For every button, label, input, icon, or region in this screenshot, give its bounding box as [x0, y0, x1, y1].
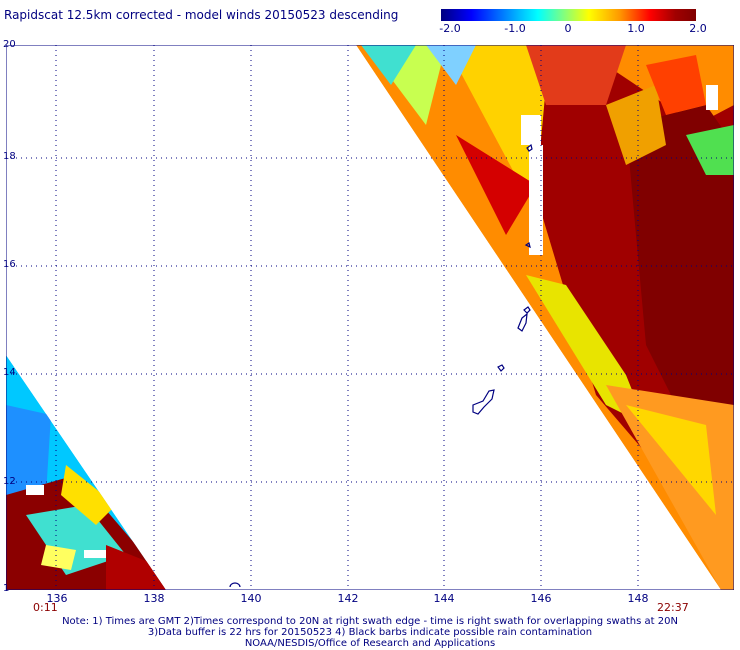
note-line: Note: 1) Times are GMT 2)Times correspon…	[62, 616, 678, 627]
graticule	[6, 45, 734, 590]
colorbar-label: -2.0	[439, 22, 461, 35]
credit-line: NOAA/NESDIS/Office of Research and Appli…	[244, 638, 496, 649]
colorbar-label: 2.0	[689, 22, 707, 35]
map-title: Rapidscat 12.5km corrected - model winds…	[4, 8, 399, 22]
lon-label: 148	[627, 592, 649, 605]
island-outlines	[229, 143, 533, 588]
start-time: 0:11	[33, 601, 58, 614]
lon-label: 140	[240, 592, 262, 605]
note-line: 3)Data buffer is 22 hrs for 20150523 4) …	[147, 627, 593, 638]
lon-label: 146	[530, 592, 552, 605]
colorbar	[441, 9, 696, 21]
lon-label: 138	[143, 592, 165, 605]
colorbar-label: 1.0	[627, 22, 645, 35]
lat-label: 14	[3, 367, 16, 378]
lat-label: 20	[3, 39, 16, 50]
lon-label: 144	[433, 592, 455, 605]
lat-label: 1	[3, 583, 10, 594]
lower-swath	[6, 355, 166, 590]
wind-map	[6, 45, 734, 590]
upper-swath	[356, 45, 734, 590]
lon-label: 142	[337, 592, 359, 605]
lon-label: 136	[46, 592, 68, 605]
colorbar-label: 0	[564, 22, 572, 35]
end-time: 22:37	[657, 601, 689, 614]
lat-label: 16	[3, 259, 16, 270]
lat-label: 12	[3, 476, 16, 487]
lat-label: 18	[3, 151, 16, 162]
colorbar-label: -1.0	[504, 22, 526, 35]
